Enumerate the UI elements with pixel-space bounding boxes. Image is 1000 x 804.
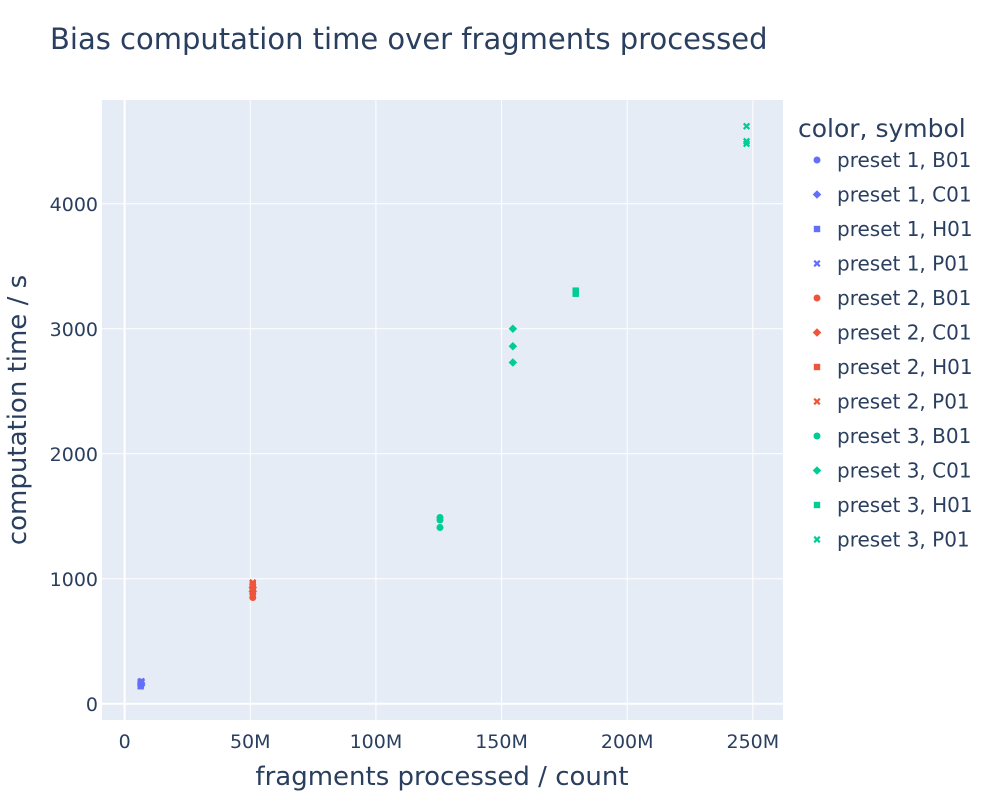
- legend-item[interactable]: preset 2, P01: [813, 390, 970, 414]
- legend-marker-icon: [813, 225, 821, 233]
- data-point: [137, 683, 144, 690]
- y-tick-label: 2000: [50, 444, 98, 466]
- data-points: [136, 122, 751, 690]
- legend-label: preset 3, C01: [837, 459, 972, 483]
- data-point: [742, 122, 751, 130]
- y-tick-label: 1000: [50, 569, 98, 591]
- legend-item[interactable]: preset 1, B01: [813, 148, 972, 172]
- x-tick-label: 250M: [727, 731, 780, 753]
- legend-item[interactable]: preset 3, B01: [813, 424, 972, 448]
- legend-label: preset 2, C01: [837, 321, 972, 345]
- data-point: [436, 514, 444, 521]
- legend-item[interactable]: preset 3, H01: [813, 493, 973, 517]
- legend: color, symbol preset 1, B01 preset 1, C01…: [798, 114, 973, 552]
- x-tick-label: 100M: [350, 731, 403, 753]
- data-point: [508, 324, 518, 334]
- legend-label: preset 3, B01: [837, 424, 971, 448]
- legend-marker-icon: [813, 363, 821, 371]
- legend-label: preset 1, P01: [837, 252, 970, 276]
- data-point: [436, 524, 444, 531]
- legend-item[interactable]: preset 1, H01: [813, 217, 973, 241]
- data-point: [249, 585, 256, 592]
- legend-marker-icon: [813, 501, 821, 509]
- data-point: [137, 677, 146, 685]
- legend-marker-icon: [813, 259, 821, 268]
- plot-area: [102, 100, 783, 720]
- x-axis-title: fragments processed / count: [255, 762, 628, 792]
- x-tick-label: 50M: [230, 731, 271, 753]
- legend-item[interactable]: preset 2, H01: [813, 355, 973, 379]
- data-point: [508, 341, 518, 351]
- y-axis-ticks: 0 1000 2000 3000 4000: [50, 194, 98, 716]
- legend-label: preset 2, H01: [837, 355, 973, 379]
- legend-marker-icon: [813, 156, 821, 164]
- legend-items: preset 1, B01 preset 1, C01 preset 1, H01 p…: [812, 148, 973, 552]
- legend-marker-icon: [813, 432, 821, 440]
- data-point: [572, 287, 579, 294]
- legend-item[interactable]: preset 2, B01: [813, 286, 972, 310]
- x-tick-label: 150M: [475, 731, 528, 753]
- gridlines: [102, 100, 783, 720]
- y-tick-label: 3000: [50, 319, 98, 341]
- y-tick-label: 0: [86, 694, 98, 716]
- chart-title: Bias computation time over fragments pro…: [50, 22, 767, 56]
- x-axis-ticks: 0 50M 100M 150M 200M 250M: [119, 731, 780, 753]
- x-tick-label: 200M: [601, 731, 654, 753]
- legend-item[interactable]: preset 2, C01: [812, 321, 972, 345]
- legend-marker-icon: [813, 294, 821, 302]
- legend-label: preset 3, H01: [837, 493, 973, 517]
- legend-item[interactable]: preset 1, C01: [812, 183, 972, 207]
- y-tick-label: 4000: [50, 194, 98, 216]
- legend-label: preset 1, C01: [837, 183, 972, 207]
- legend-marker-icon: [812, 190, 822, 199]
- legend-label: preset 1, H01: [837, 217, 973, 241]
- legend-label: preset 2, P01: [837, 390, 970, 414]
- legend-title: color, symbol: [798, 114, 966, 143]
- y-axis-title: computation time / s: [3, 275, 33, 545]
- x-tick-label: 0: [119, 731, 131, 753]
- legend-marker-icon: [813, 397, 821, 406]
- legend-marker-icon: [812, 466, 822, 475]
- data-point: [508, 358, 518, 367]
- legend-item[interactable]: preset 3, C01: [812, 459, 972, 483]
- data-point: [742, 137, 751, 145]
- legend-label: preset 3, P01: [837, 528, 970, 552]
- legend-item[interactable]: preset 1, P01: [813, 252, 970, 276]
- legend-marker-icon: [812, 328, 822, 337]
- legend-marker-icon: [813, 535, 821, 544]
- data-point: [249, 578, 257, 587]
- legend-label: preset 2, B01: [837, 286, 971, 310]
- legend-label: preset 1, B01: [837, 148, 971, 172]
- legend-item[interactable]: preset 3, P01: [813, 528, 970, 552]
